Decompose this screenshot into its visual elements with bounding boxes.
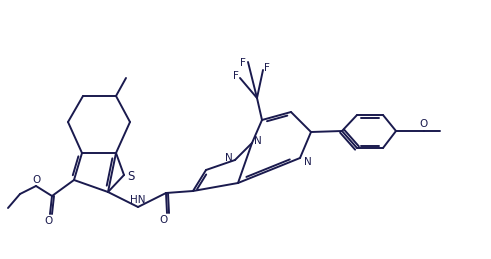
- Text: F: F: [233, 71, 239, 81]
- Text: N: N: [225, 153, 233, 163]
- Text: N: N: [254, 136, 262, 146]
- Text: O: O: [32, 175, 40, 185]
- Text: O: O: [420, 119, 428, 129]
- Text: O: O: [44, 216, 52, 226]
- Text: HN: HN: [130, 195, 146, 205]
- Text: N: N: [304, 157, 312, 167]
- Text: O: O: [160, 215, 168, 225]
- Text: F: F: [264, 63, 270, 73]
- Text: F: F: [240, 58, 246, 68]
- Text: S: S: [127, 169, 135, 183]
